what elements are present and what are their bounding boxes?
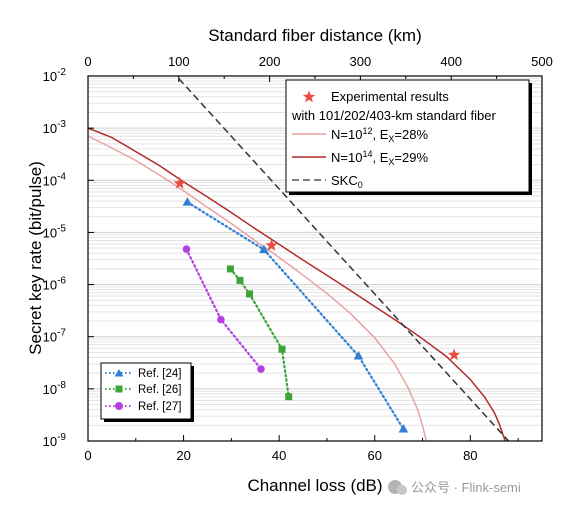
ref24-point bbox=[182, 197, 193, 206]
series-5-line bbox=[229, 267, 290, 398]
ref24-point bbox=[353, 351, 364, 360]
y-tick-label: 10-8 bbox=[43, 380, 67, 397]
ref-legend: Ref. [24] Ref. [26] Ref. [27] bbox=[100, 362, 194, 422]
series-2-line bbox=[178, 78, 510, 442]
watermark: 公众号 · Flink-semi bbox=[388, 480, 521, 495]
ref26-point bbox=[278, 345, 286, 353]
y-tick-label: 10-2 bbox=[43, 67, 67, 84]
y-tick-label: 10-6 bbox=[43, 276, 67, 293]
experimental-point bbox=[173, 176, 186, 189]
ref24-legend-marker bbox=[114, 369, 124, 377]
x-tick-label: 80 bbox=[463, 448, 477, 463]
ref26-legend-marker bbox=[115, 385, 123, 393]
series-4-line bbox=[186, 201, 405, 431]
ref27-point bbox=[182, 245, 191, 253]
legend-skc-label: SKC0 bbox=[331, 173, 363, 190]
x-axis-title: Channel loss (dB) bbox=[247, 476, 382, 495]
series-0-line bbox=[87, 127, 506, 442]
x2-axis-title: Standard fiber distance (km) bbox=[208, 26, 422, 45]
y-tick-label: 10-3 bbox=[43, 119, 67, 136]
x2-tick-label: 400 bbox=[440, 54, 462, 69]
x2-tick-label: 500 bbox=[531, 54, 553, 69]
y-tick-label: 10-9 bbox=[43, 432, 67, 449]
ref26-point bbox=[285, 393, 293, 401]
y-tick-label: 10-7 bbox=[43, 328, 67, 345]
main-legend: Experimental results with 101/202/403-km… bbox=[285, 79, 532, 195]
ref26-point bbox=[226, 265, 234, 273]
y-tick-label: 10-5 bbox=[43, 223, 67, 240]
x-tick-label: 40 bbox=[272, 448, 286, 463]
ref26-legend-label: Ref. [26] bbox=[138, 384, 181, 396]
ref27-point bbox=[257, 365, 265, 373]
legend-experimental-line1: Experimental results bbox=[331, 89, 449, 104]
ref27-point bbox=[217, 315, 225, 324]
experimental-point bbox=[447, 348, 461, 361]
y-tick-label: 10-4 bbox=[43, 171, 67, 188]
x-tick-label: 60 bbox=[368, 448, 382, 463]
wechat-icon-small bbox=[397, 485, 407, 495]
ref27-legend-label: Ref. [27] bbox=[138, 401, 181, 413]
watermark-text: 公众号 · Flink-semi bbox=[411, 480, 521, 495]
legend-n12-label: N=1012, EX=28% bbox=[331, 126, 428, 144]
x-tick-label: 20 bbox=[176, 448, 190, 463]
legend-experimental-line2: with 101/202/403-km standard fiber bbox=[291, 108, 496, 123]
x2-tick-label: 100 bbox=[168, 54, 190, 69]
axis-ticks bbox=[87, 75, 543, 442]
ref26-point bbox=[246, 290, 254, 298]
data-points bbox=[173, 176, 461, 433]
series-6-line bbox=[185, 248, 263, 371]
ref-legend-box bbox=[100, 362, 192, 420]
ref27-legend-marker bbox=[115, 402, 123, 410]
ref26-point bbox=[236, 276, 244, 284]
ref24-legend-label: Ref. [24] bbox=[138, 368, 181, 380]
x2-tick-label: 200 bbox=[259, 54, 281, 69]
legend-star-marker bbox=[302, 90, 316, 103]
ref24-point bbox=[398, 424, 409, 433]
x2-tick-label: 0 bbox=[84, 54, 91, 69]
x2-tick-label: 300 bbox=[350, 54, 372, 69]
theory-curves bbox=[87, 78, 510, 442]
y-axis-title: Secret key rate (bit/pulse) bbox=[26, 161, 45, 355]
series-1-line bbox=[87, 135, 428, 442]
tick-labels: 0 20 40 60 80 0 100 200 300 400 500 10-9 10-8 10-7 10-… bbox=[43, 54, 553, 463]
legend-n14-label: N=1014, EX=29% bbox=[331, 149, 428, 167]
ref24-point bbox=[259, 244, 269, 254]
experimental-point bbox=[265, 239, 278, 251]
x-tick-label: 0 bbox=[84, 448, 91, 463]
main-legend-box bbox=[285, 79, 530, 193]
